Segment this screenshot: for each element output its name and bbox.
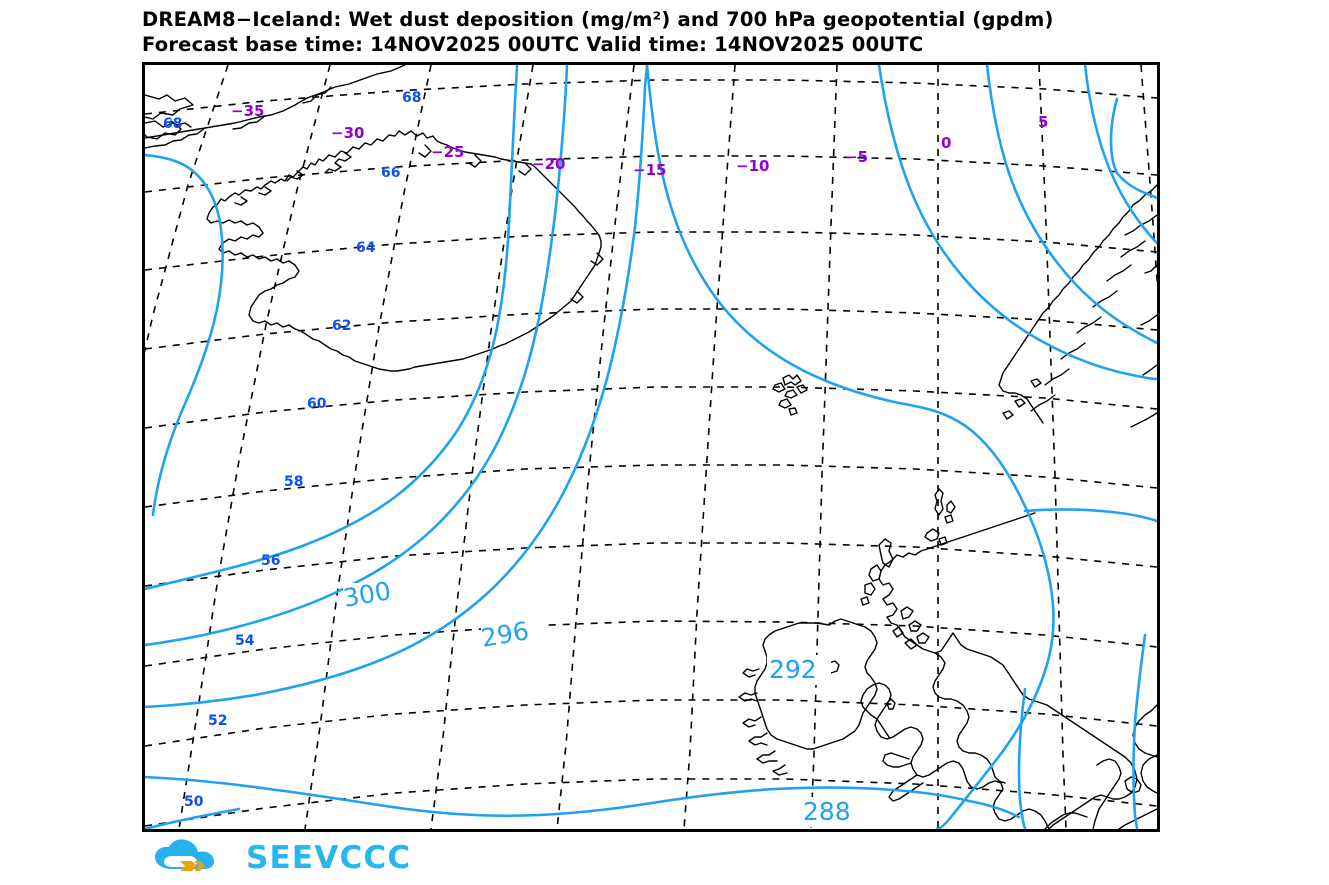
seevccc-logo: SEEVCCC xyxy=(150,836,410,880)
logo-text: SEEVCCC xyxy=(246,839,412,876)
coastlines xyxy=(145,65,1157,829)
geopotential-contours xyxy=(145,65,1157,829)
contour-label: 300 xyxy=(341,576,409,615)
svg-text:50: 50 xyxy=(184,794,204,810)
svg-text:68: 68 xyxy=(402,90,421,106)
page-title: DREAM8−Iceland: Wet dust deposition (mg/… xyxy=(142,8,1054,31)
svg-text:68: 68 xyxy=(163,116,182,132)
svg-text:−20: −20 xyxy=(532,155,565,173)
latitude-labels: 68 68 66 64 62 60 58 56 54 52 50 xyxy=(163,90,421,810)
svg-text:−25: −25 xyxy=(431,143,464,161)
contour-label: 296 xyxy=(479,616,547,655)
contour-label: 292 xyxy=(767,655,831,685)
svg-text:64: 64 xyxy=(356,240,376,256)
svg-text:62: 62 xyxy=(332,318,351,334)
svg-text:−15: −15 xyxy=(633,161,666,179)
svg-text:−5: −5 xyxy=(845,148,868,166)
svg-text:−35: −35 xyxy=(231,102,264,120)
chart-subtitle: Forecast base time: 14NOV2025 00UTC Vali… xyxy=(142,32,924,56)
svg-text:66: 66 xyxy=(381,165,400,181)
svg-text:52: 52 xyxy=(208,713,227,729)
chart-title-block: DREAM8−Iceland: Wet dust deposition (mg/… xyxy=(142,8,1322,58)
svg-text:288: 288 xyxy=(803,797,851,826)
map-frame: .grd{fill:none;stroke:#000;stroke-width:… xyxy=(142,62,1160,832)
contour-labels: 276 280 284 292 300 296 292 288 xyxy=(341,576,865,827)
svg-text:60: 60 xyxy=(307,396,327,412)
svg-text:292: 292 xyxy=(769,655,817,684)
svg-text:54: 54 xyxy=(235,633,255,649)
svg-text:56: 56 xyxy=(261,553,280,569)
svg-text:5: 5 xyxy=(1038,113,1048,131)
svg-text:0: 0 xyxy=(941,134,951,152)
cloud-logo-icon xyxy=(155,839,215,871)
longitude-labels: −35 −30 −25 −20 −15 −10 −5 0 5 xyxy=(231,102,1048,179)
svg-text:−10: −10 xyxy=(736,157,769,175)
weather-map: .grd{fill:none;stroke:#000;stroke-width:… xyxy=(145,65,1157,829)
contour-label: 288 xyxy=(801,797,865,827)
svg-text:−30: −30 xyxy=(331,124,364,142)
svg-text:58: 58 xyxy=(284,474,303,490)
